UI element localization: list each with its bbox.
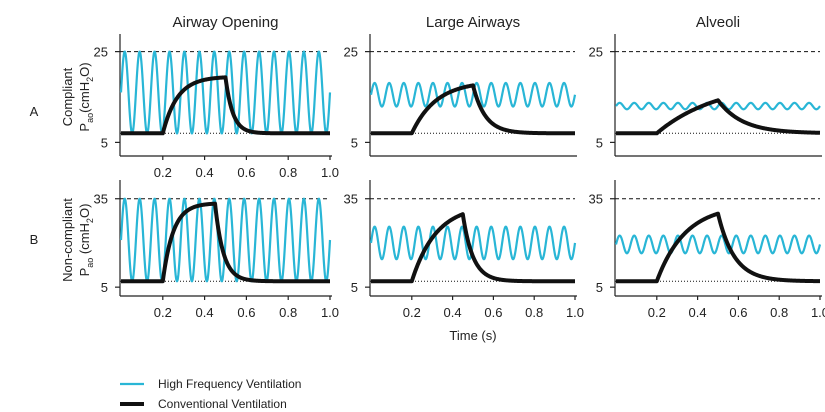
x-tick-label: 0.4: [196, 305, 214, 320]
hfv-series-line: [369, 81, 577, 108]
y-tick-label: 5: [596, 135, 603, 150]
y-axis-label-line2: Pao(cmH2O): [77, 62, 95, 131]
x-tick-label: 0.8: [279, 305, 297, 320]
x-tick-label: 0.8: [770, 305, 788, 320]
y-tick-label: 5: [101, 135, 108, 150]
x-tick-label: 0.2: [648, 305, 666, 320]
y-axis-label-line1: Non-compliant: [60, 198, 75, 282]
y-tick-label: 25: [94, 45, 108, 60]
panel-b2: 35 5 0.2 0.4 0.6 0.8 1.0 Time (s): [344, 180, 584, 343]
conventional-series-line: [614, 98, 822, 136]
column-title: Airway Opening: [173, 14, 279, 31]
x-tick-label: 1.0: [811, 305, 825, 320]
x-tick-label: 0.4: [444, 305, 462, 320]
y-tick-label: 5: [351, 280, 358, 295]
legend-hfv-label: High Frequency Ventilation: [158, 377, 301, 391]
hfv-series-line: [369, 225, 577, 261]
x-tick-label: 1.0: [566, 305, 584, 320]
x-tick-label: 0.8: [279, 165, 297, 180]
x-tick-label: 0.6: [237, 165, 255, 180]
conventional-series-line: [369, 212, 577, 284]
x-tick-label: 1.0: [321, 165, 339, 180]
x-tick-label: 0.4: [689, 305, 707, 320]
y-tick-label: 5: [351, 135, 358, 150]
legend: High Frequency Ventilation Conventional …: [120, 377, 301, 411]
panel-b1: 35 5 0.2 0.4 0.6 0.8 1.0 B Non-compliant Pao (cmH…: [30, 180, 339, 320]
y-tick-label: 5: [596, 280, 603, 295]
x-tick-label: 0.2: [154, 305, 172, 320]
conventional-series-line: [614, 211, 822, 284]
hfv-series-line: [614, 234, 822, 255]
hfv-series-line: [119, 50, 332, 135]
x-axis-label: Time (s): [449, 328, 496, 343]
row-label: A: [30, 104, 39, 119]
y-axis-label-line2: Pao (cmH2O): [77, 204, 95, 277]
y-tick-label: 25: [589, 45, 603, 60]
panel-a2: 25 5 Large Airways: [344, 14, 577, 157]
conventional-series-line: [119, 201, 332, 284]
y-tick-label: 25: [344, 45, 358, 60]
hfv-series-line: [119, 197, 332, 283]
x-tick-label: 0.2: [154, 165, 172, 180]
x-tick-label: 0.6: [237, 305, 255, 320]
panels: 25 5 0.2 0.4 0.6 0.8 1.0 Airway Opening A Complia…: [30, 14, 825, 343]
panel-a1: 25 5 0.2 0.4 0.6 0.8 1.0 Airway Opening A Complia…: [30, 14, 339, 180]
y-tick-label: 35: [589, 192, 603, 207]
y-tick-label: 5: [101, 280, 108, 295]
x-tick-label: 0.6: [729, 305, 747, 320]
y-tick-label: 35: [94, 192, 108, 207]
panel-a3: 25 5 Alveoli: [589, 14, 822, 157]
x-tick-label: 0.6: [484, 305, 502, 320]
x-tick-label: 1.0: [321, 305, 339, 320]
x-tick-label: 0.4: [196, 165, 214, 180]
hfv-series-line: [615, 101, 821, 111]
y-tick-label: 35: [344, 192, 358, 207]
column-title: Large Airways: [426, 14, 520, 31]
panel-b3: 35 5 0.2 0.4 0.6 0.8 1.0: [589, 180, 825, 320]
legend-conventional-label: Conventional Ventilation: [158, 397, 287, 411]
x-tick-label: 0.2: [403, 305, 421, 320]
conventional-series-line: [369, 83, 577, 136]
row-label: B: [30, 232, 39, 247]
y-axis-label-line1: Compliant: [60, 67, 75, 126]
x-tick-label: 0.8: [525, 305, 543, 320]
column-title: Alveoli: [696, 14, 740, 31]
conventional-series-line: [119, 75, 332, 136]
